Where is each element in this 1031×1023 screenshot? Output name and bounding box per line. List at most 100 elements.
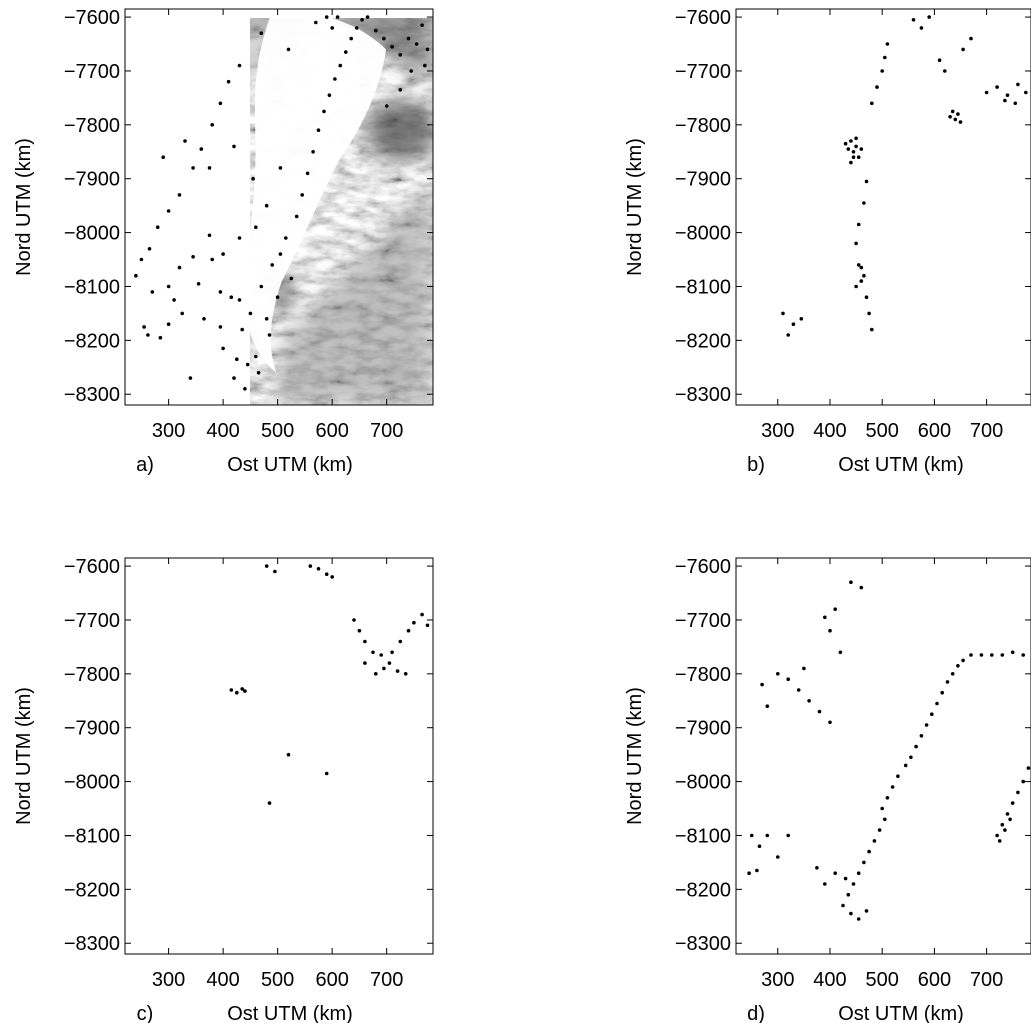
y-tick-label: −7800 <box>64 664 120 686</box>
scatter-point <box>755 868 759 873</box>
scatter-point <box>851 150 856 154</box>
scatter-point <box>815 866 819 870</box>
scatter-point <box>264 203 269 208</box>
scatter-point <box>935 701 939 706</box>
scatter-point <box>218 101 223 106</box>
scatter-point <box>398 53 403 57</box>
scatter-point <box>322 109 326 114</box>
x-tick-label: 600 <box>918 420 951 442</box>
y-tick-label: −7700 <box>64 61 120 83</box>
x-tick-label: 500 <box>866 969 899 991</box>
panel-label: d) <box>747 1003 765 1023</box>
scatter-point <box>379 653 384 657</box>
scatter-point <box>344 50 348 54</box>
scatter-point <box>425 623 430 628</box>
scatter-point <box>382 36 386 41</box>
scatter-point <box>1010 650 1015 655</box>
scatter-point <box>875 85 879 89</box>
scatter-point <box>948 115 952 119</box>
scatter-point <box>885 796 890 800</box>
x-axis-label: Ost UTM (km) <box>227 1003 353 1023</box>
scatter-point <box>286 47 291 52</box>
scatter-point <box>856 222 861 227</box>
x-tick-label: 300 <box>152 969 185 991</box>
scatter-point <box>833 871 837 875</box>
scatter-point <box>349 36 354 41</box>
x-axis-label: Ost UTM (km) <box>838 1003 964 1023</box>
y-tick-label: −7800 <box>675 664 731 686</box>
x-tick-label: 700 <box>370 420 403 442</box>
scatter-point <box>776 672 780 676</box>
scatter-point <box>374 672 378 676</box>
scatter-point <box>776 855 780 859</box>
scatter-point <box>843 876 848 881</box>
scatter-point <box>846 147 851 151</box>
scatter-point <box>862 201 866 205</box>
scatter-point <box>859 585 864 590</box>
scatter-point <box>854 136 858 141</box>
scatter-point <box>294 214 299 219</box>
scatter-point <box>1005 93 1010 97</box>
scatter-point <box>984 90 989 95</box>
scatter-point <box>414 42 419 46</box>
scatter-point <box>870 101 874 106</box>
scatter-point <box>796 688 801 692</box>
scatter-point <box>833 607 837 611</box>
scatter-point <box>747 871 751 875</box>
scatter-point <box>188 376 193 380</box>
panel-2: −7600 −7700 −7800 −7900 −8000 −8100 −8200 −8300… <box>624 7 1031 476</box>
scatter-series <box>747 580 1031 921</box>
scatter-point <box>890 785 895 789</box>
scatter-point <box>872 839 877 843</box>
scatter-point <box>880 69 884 73</box>
scatter-point <box>327 93 332 97</box>
scatter-point <box>406 628 411 633</box>
scatter-point <box>856 263 861 267</box>
scatter-point <box>995 833 999 838</box>
scatter-point <box>316 567 321 571</box>
scatter-point <box>943 69 947 73</box>
satellite-image <box>736 9 1031 405</box>
scatter-point <box>243 387 247 391</box>
scatter-point <box>979 653 984 657</box>
scatter-point <box>166 284 171 289</box>
scatter-point <box>207 233 212 238</box>
scatter-point <box>1000 653 1005 657</box>
scatter-point <box>218 290 223 294</box>
scatter-point <box>849 139 853 143</box>
scatter-point <box>333 77 337 81</box>
scatter-point <box>177 265 182 270</box>
y-tick-label: −8000 <box>675 223 731 245</box>
y-tick-label: −8100 <box>675 825 731 847</box>
scatter-point <box>161 155 165 159</box>
scatter-point <box>1000 822 1005 827</box>
scatter-point <box>911 18 916 22</box>
scatter-point <box>864 295 869 300</box>
scatter-point <box>828 720 832 725</box>
scatter-point <box>956 664 960 668</box>
scatter-point <box>828 628 832 633</box>
x-tick-label: 600 <box>315 969 348 991</box>
scatter-point <box>1024 90 1028 95</box>
scatter-point <box>172 298 176 302</box>
scatter-point <box>1008 817 1012 822</box>
scatter-point <box>859 147 864 151</box>
y-tick-label: −8000 <box>64 772 120 794</box>
scatter-point <box>914 744 918 749</box>
scatter-series <box>134 15 430 391</box>
scatter-point <box>880 806 884 811</box>
scatter-point <box>221 346 225 351</box>
plot-frame <box>735 8 1031 406</box>
scatter-point <box>843 141 848 146</box>
scatter-point <box>382 666 386 671</box>
scatter-point <box>864 909 869 913</box>
scatter-point <box>856 917 861 921</box>
panel-label: a) <box>136 454 154 476</box>
y-axis-label: Nord UTM (km) <box>624 687 646 825</box>
scatter-point <box>903 763 908 768</box>
scatter-point <box>961 47 965 52</box>
scatter-point <box>147 247 152 251</box>
scatter-point <box>1026 766 1031 770</box>
scatter-point <box>838 650 843 655</box>
